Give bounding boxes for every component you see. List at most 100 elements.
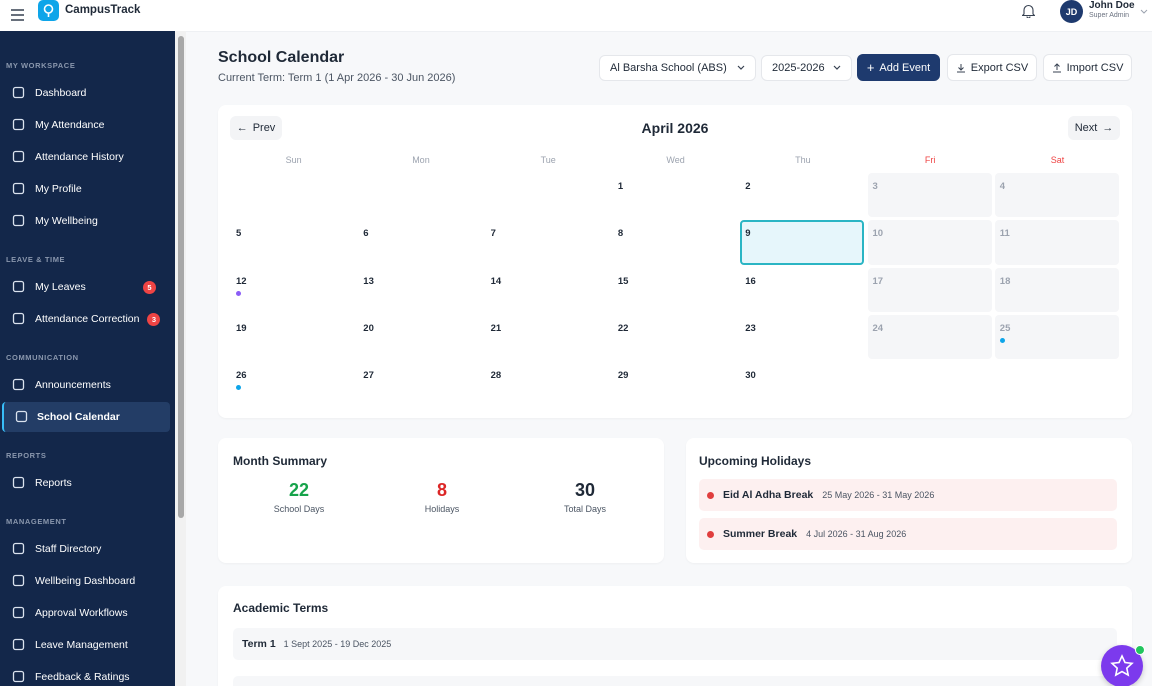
top-bar: CampusTrack JD John Doe Super Admin xyxy=(0,0,1152,32)
year-select[interactable]: 2025-2026 xyxy=(761,55,852,81)
day-number: 12 xyxy=(236,275,247,287)
nav-item[interactable]: Feedback & Ratings xyxy=(2,662,168,686)
day-cell[interactable]: 20 xyxy=(358,315,482,359)
nav-icon xyxy=(12,378,25,391)
day-cell[interactable]: 29 xyxy=(613,362,737,406)
nav-label: Announcements xyxy=(35,379,111,391)
day-number: 14 xyxy=(490,275,502,287)
add-event-button[interactable]: + Add Event xyxy=(857,54,940,81)
weekday-label: Wed xyxy=(666,155,685,165)
nav-item[interactable]: My Profile xyxy=(2,174,168,204)
nav-label-wrap: Leave Management xyxy=(35,630,156,660)
day-number: 3 xyxy=(872,181,878,192)
notification-bell[interactable] xyxy=(1022,4,1035,18)
day-cell[interactable]: 15 xyxy=(613,268,737,312)
day-cell[interactable]: 11 xyxy=(994,220,1120,265)
next-button[interactable]: Next → xyxy=(1068,116,1120,140)
card-title: Academic Terms xyxy=(233,601,329,615)
day-cell[interactable]: 24 xyxy=(867,314,992,360)
day-cell[interactable] xyxy=(358,173,482,217)
nav-icon xyxy=(12,670,25,683)
day-cell[interactable]: 7 xyxy=(486,220,610,264)
day-cell[interactable]: 5 xyxy=(231,220,355,264)
day-cell[interactable]: 4 xyxy=(994,173,1120,218)
nav-item[interactable]: Dashboard xyxy=(2,78,168,108)
term-row: Term 1 1 Sept 2025 - 19 Dec 2025 xyxy=(233,628,1117,660)
day-cell[interactable]: 6 xyxy=(358,220,482,264)
day-number: 29 xyxy=(617,370,629,382)
day-cell[interactable]: 23 xyxy=(740,315,864,359)
weekday-label: Mon xyxy=(412,155,430,165)
day-cell[interactable]: 19 xyxy=(231,315,355,359)
weekday-label: Fri xyxy=(924,155,936,165)
day-cell[interactable]: 10 xyxy=(867,220,992,265)
nav-item[interactable]: Attendance History xyxy=(2,142,168,172)
stat-value: 30 xyxy=(574,480,596,500)
day-cell[interactable]: 16 xyxy=(740,268,864,312)
section-title: COMMUNICATION xyxy=(6,353,79,362)
day-number: 10 xyxy=(872,228,884,240)
day-cell[interactable]: 2 xyxy=(740,173,864,217)
menu-icon[interactable] xyxy=(11,9,24,21)
day-cell[interactable]: 21 xyxy=(486,315,610,359)
nav-item[interactable]: Approval Workflows xyxy=(2,598,168,628)
nav-item[interactable]: My Attendance xyxy=(2,110,168,140)
day-number: 8 xyxy=(617,228,624,240)
day-cell[interactable]: 14 xyxy=(486,268,610,312)
day-cell[interactable]: 17 xyxy=(867,267,992,312)
day-number: 28 xyxy=(490,370,502,382)
day-cell[interactable]: 22 xyxy=(613,315,737,359)
day-cell[interactable]: 25 xyxy=(994,314,1120,360)
nav-label-wrap: Feedback & Ratings xyxy=(35,662,156,686)
import-button[interactable]: Import CSV xyxy=(1043,54,1132,81)
nav-item[interactable]: My Wellbeing xyxy=(2,206,168,236)
prev-button[interactable]: ← Prev xyxy=(230,116,282,140)
holidays-card: Upcoming Holidays Eid Al Adha Break 25 Ma… xyxy=(686,438,1132,563)
day-cell[interactable]: 9 xyxy=(740,220,865,265)
day-cell[interactable]: 3 xyxy=(867,173,992,218)
nav-item[interactable]: School Calendar xyxy=(2,402,170,432)
term-text: Term 26 Jan 2026 - 22 May 2026 xyxy=(242,676,388,686)
nav-item[interactable]: Attendance Correction 3 xyxy=(2,304,168,334)
day-number: 30 xyxy=(745,370,756,382)
day-cell[interactable]: 18 xyxy=(994,267,1120,312)
day-cell[interactable]: 28 xyxy=(486,362,610,406)
sidebar: MY WORKSPACE Dashboard My Attendance Attend… xyxy=(0,31,175,686)
day-cell[interactable]: 12 xyxy=(231,268,355,312)
day-number: 24 xyxy=(872,322,884,334)
day-cell[interactable] xyxy=(995,362,1119,406)
nav-label-wrap: Reports xyxy=(35,468,156,498)
day-cell[interactable] xyxy=(868,362,992,406)
nav-label: Wellbeing Dashboard xyxy=(35,575,136,587)
school-select[interactable]: Al Barsha School (ABS) xyxy=(599,55,756,81)
day-cell[interactable]: 1 xyxy=(613,173,737,217)
term-dates: 1 Sept 2025 - 19 Dec 2025 xyxy=(283,639,392,649)
page-subtitle: Current Term: Term 1 (1 Apr 2026 - 30 Ju… xyxy=(218,72,456,84)
day-cell[interactable]: 26 xyxy=(231,362,355,406)
day-cell[interactable]: 13 xyxy=(358,268,482,312)
avatar[interactable]: JD xyxy=(1060,0,1083,23)
day-cell[interactable]: 8 xyxy=(613,220,737,264)
day-cell[interactable]: 27 xyxy=(358,362,482,406)
day-cell[interactable] xyxy=(486,173,610,217)
nav-label-wrap: Attendance Correction 3 xyxy=(35,304,161,334)
nav-item[interactable]: Wellbeing Dashboard xyxy=(2,566,168,596)
nav-item[interactable]: Announcements xyxy=(2,370,168,400)
nav-label-wrap: My Profile xyxy=(35,174,156,204)
scrollbar-thumb[interactable] xyxy=(178,36,184,518)
weekday-label: Tue xyxy=(540,155,556,165)
nav-item[interactable]: My Leaves 5 xyxy=(2,272,168,302)
nav-label: My Profile xyxy=(35,183,82,195)
nav-item[interactable]: Reports xyxy=(2,468,168,498)
chevron xyxy=(1140,9,1148,14)
nav-label-wrap: My Leaves 5 xyxy=(35,272,156,302)
day-cell[interactable]: 30 xyxy=(740,362,864,406)
nav-item[interactable]: Staff Directory xyxy=(2,534,168,564)
nav-item[interactable]: Leave Management xyxy=(2,630,168,660)
logo xyxy=(38,0,59,21)
holiday-dates: 25 May 2026 - 31 May 2026 xyxy=(822,490,935,500)
nav-label-wrap: Attendance History xyxy=(35,142,156,172)
export-button[interactable]: Export CSV xyxy=(947,54,1037,81)
section-title: MY WORKSPACE xyxy=(6,61,76,70)
day-cell[interactable] xyxy=(231,173,355,217)
